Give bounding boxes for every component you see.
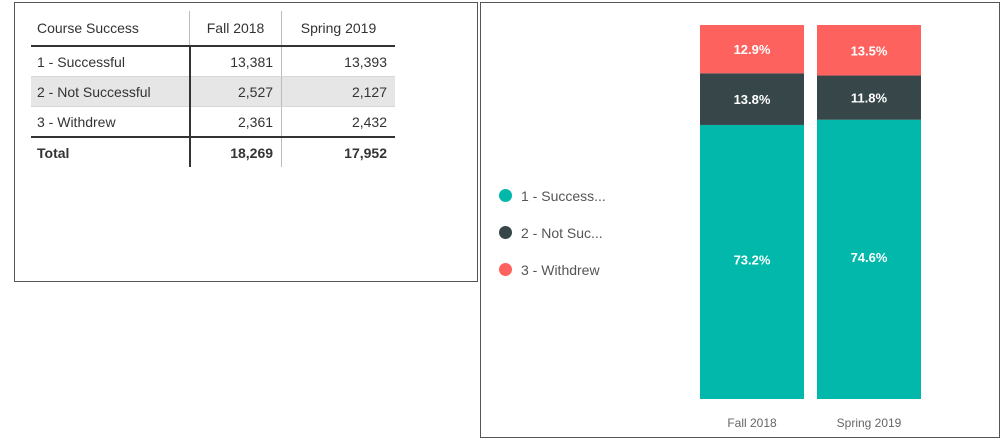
x-axis-tick-label: Spring 2019 bbox=[837, 416, 902, 430]
data-label: 73.2% bbox=[734, 253, 771, 268]
legend-label: 2 - Not Suc... bbox=[521, 224, 603, 241]
table-header-row: Course Success Fall 2018 Spring 2019 bbox=[31, 11, 395, 47]
chart-legend: 1 - Success... 2 - Not Suc... 3 - Withdr… bbox=[499, 177, 606, 288]
cell-spring: 2,432 bbox=[281, 106, 395, 138]
table-row[interactable]: 1 - Successful 13,381 13,393 bbox=[31, 46, 395, 77]
legend-label: 1 - Success... bbox=[521, 187, 606, 204]
legend-item-successful[interactable]: 1 - Success... bbox=[499, 177, 606, 214]
legend-dot-icon bbox=[499, 189, 512, 202]
stacked-column-chart-visual: 1 - Success... 2 - Not Suc... 3 - Withdr… bbox=[480, 2, 1000, 438]
bar-segment[interactable] bbox=[700, 25, 804, 74]
cell-spring: 2,127 bbox=[281, 76, 395, 107]
data-label: 11.8% bbox=[851, 91, 888, 106]
row-label: 1 - Successful bbox=[31, 46, 190, 77]
legend-label: 3 - Withdrew bbox=[521, 261, 600, 278]
total-spring: 17,952 bbox=[281, 136, 395, 167]
header-spring-2019[interactable]: Spring 2019 bbox=[281, 11, 395, 47]
data-label: 13.5% bbox=[851, 43, 888, 58]
course-success-table-visual: Course Success Fall 2018 Spring 2019 1 -… bbox=[14, 2, 478, 282]
header-course-success[interactable]: Course Success bbox=[31, 11, 190, 47]
bar-segment[interactable] bbox=[817, 75, 921, 120]
bar-segment[interactable] bbox=[700, 73, 804, 125]
data-label: 74.6% bbox=[851, 250, 888, 265]
cell-fall: 2,361 bbox=[188, 106, 282, 138]
legend-dot-icon bbox=[499, 263, 512, 276]
cell-fall: 13,381 bbox=[188, 46, 282, 77]
total-fall: 18,269 bbox=[188, 136, 282, 167]
row-label: 3 - Withdrew bbox=[31, 106, 190, 138]
bar-segment[interactable] bbox=[817, 25, 921, 76]
legend-item-not-successful[interactable]: 2 - Not Suc... bbox=[499, 214, 606, 251]
course-success-matrix: Course Success Fall 2018 Spring 2019 1 -… bbox=[31, 11, 395, 167]
cell-fall: 2,527 bbox=[188, 76, 282, 107]
data-label: 13.8% bbox=[734, 92, 771, 107]
bar-segment[interactable] bbox=[700, 124, 804, 400]
header-fall-2018[interactable]: Fall 2018 bbox=[189, 11, 282, 47]
chart-plot-area: 73.2% 13.8% 12.9% Fall 2018 74.6% 11.8% 13.5% S… bbox=[700, 25, 921, 430]
cell-spring: 13,393 bbox=[281, 46, 395, 77]
table-row[interactable]: 3 - Withdrew 2,361 2,432 bbox=[31, 106, 395, 138]
table-row[interactable]: 2 - Not Successful 2,527 2,127 bbox=[31, 76, 395, 107]
bar-segment[interactable] bbox=[817, 119, 921, 400]
data-label: 12.9% bbox=[734, 42, 771, 57]
row-label: 2 - Not Successful bbox=[31, 76, 190, 107]
x-axis-tick-label: Fall 2018 bbox=[727, 416, 777, 430]
table-total-row: Total 18,269 17,952 bbox=[31, 136, 395, 167]
legend-item-withdrew[interactable]: 3 - Withdrew bbox=[499, 251, 606, 288]
total-label: Total bbox=[31, 136, 190, 167]
legend-dot-icon bbox=[499, 226, 512, 239]
